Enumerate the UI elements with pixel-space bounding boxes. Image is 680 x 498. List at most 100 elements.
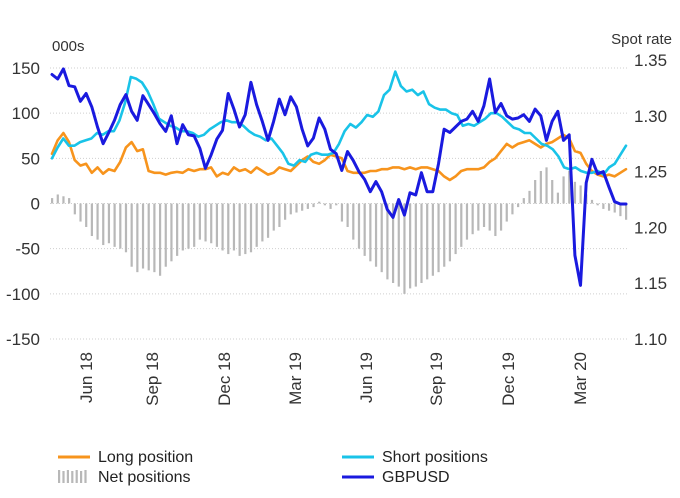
net-position-bar (437, 203, 440, 273)
legend-item-short: Short positions (342, 449, 488, 466)
legend-item-long: Long position (58, 449, 193, 466)
net-position-bar (249, 203, 253, 253)
x-tick-label: Mar 20 (571, 352, 590, 405)
net-position-bar (90, 203, 93, 237)
legend-swatch-bar (71, 471, 74, 483)
net-position-bar (539, 170, 542, 204)
net-position-bar (562, 176, 565, 204)
net-position-bar (278, 203, 281, 227)
net-position-bar (312, 203, 315, 208)
legend-swatch-bar (66, 470, 69, 483)
net-position-bar (204, 203, 207, 242)
x-tick-label: Sep 18 (143, 352, 162, 406)
right-tick-label: 1.15 (634, 274, 667, 293)
net-position-bar (471, 203, 474, 235)
net-position-bar (323, 203, 326, 206)
net-position-bar (494, 203, 497, 237)
net-position-bar (56, 194, 59, 204)
right-unit-label: Spot rate (611, 31, 672, 48)
net-position-bar (607, 203, 611, 211)
net-position-bar (244, 203, 247, 255)
legend-swatch-bar (62, 471, 65, 483)
net-position-bar (619, 203, 622, 217)
x-tick-label: Sep 19 (427, 352, 446, 406)
legend-label: Net positions (98, 469, 191, 486)
left-tick-label: -150 (6, 330, 40, 349)
net-position-bar (477, 203, 480, 231)
net-position-bar (147, 203, 150, 271)
left-tick-label: 50 (21, 149, 40, 168)
net-position-bar (545, 167, 548, 204)
x-tick-label: Mar 19 (286, 352, 305, 405)
net-position-bar (187, 203, 190, 249)
x-tick-label: Jun 19 (357, 352, 376, 403)
net-position-bar (613, 203, 616, 213)
net-position-bar (318, 201, 321, 204)
net-position-bar (301, 203, 304, 211)
net-position-bar (164, 203, 167, 267)
axes: 000s Spot rate 150 100 50 0 -50 -100 -150 1.35 1… (6, 31, 672, 406)
net-position-bar (511, 203, 514, 215)
net-position-bar (482, 203, 486, 227)
net-position-bar (499, 203, 503, 231)
net-position-bar (158, 203, 162, 276)
right-tick-label: 1.20 (634, 218, 667, 237)
right-tick-label: 1.10 (634, 330, 667, 349)
net-position-bar (403, 203, 406, 294)
net-position-bar (602, 203, 605, 209)
net-position-bar (414, 203, 417, 287)
net-position-bar (130, 203, 133, 267)
net-position-bar (426, 203, 429, 280)
net-position-bar (556, 192, 560, 204)
right-tick-label: 1.35 (634, 51, 667, 70)
net-position-bar (386, 203, 389, 280)
net-position-bar (119, 203, 122, 249)
net-position-bar (227, 203, 230, 255)
net-position-bar (568, 170, 571, 204)
net-position-bar (590, 199, 594, 204)
net-position-bar (596, 203, 599, 206)
net-position-bar (289, 203, 292, 215)
short-positions-line (50, 70, 628, 176)
net-position-bar (176, 203, 179, 256)
net-position-bar (380, 203, 383, 273)
legend-item-net: Net positions (58, 469, 191, 486)
net-position-bar (352, 203, 355, 240)
net-position-bar (284, 203, 287, 220)
net-position-bar (181, 203, 184, 251)
x-tick-label: Jun 18 (77, 352, 96, 403)
legend-swatch-bar (75, 470, 78, 483)
net-position-bar (124, 203, 128, 253)
legend-item-gbpusd: GBPUSD (342, 469, 450, 486)
x-tick-label: Dec 19 (499, 352, 518, 406)
net-position-bar (102, 203, 105, 246)
net-position-bar (517, 203, 520, 208)
net-position-bar (420, 203, 423, 283)
net-position-bar (625, 203, 628, 220)
right-tick-label: 1.25 (634, 163, 667, 182)
net-position-bar (329, 203, 332, 209)
left-tick-label: 0 (31, 195, 40, 214)
net-position-bar (198, 203, 201, 240)
net-position-bar (551, 180, 554, 204)
legend-swatch-bar (58, 470, 61, 483)
net-position-bar (465, 203, 469, 240)
net-position-bar (534, 180, 537, 204)
net-position-bar (357, 203, 361, 249)
legend-label: Long position (98, 449, 193, 466)
net-position-bar (374, 203, 378, 267)
legend-swatch-bar (80, 471, 83, 483)
net-position-bar (522, 198, 525, 204)
left-tick-label: -100 (6, 285, 40, 304)
net-position-bar (210, 203, 213, 244)
left-tick-label: 150 (12, 59, 40, 78)
left-unit-label: 000s (52, 38, 85, 55)
net-position-bar (68, 198, 71, 204)
net-position-bar (170, 203, 173, 262)
net-position-bar (488, 203, 491, 231)
net-position-bar (306, 203, 309, 209)
net-position-bar (96, 203, 99, 240)
legend-swatch-bar (84, 470, 87, 483)
